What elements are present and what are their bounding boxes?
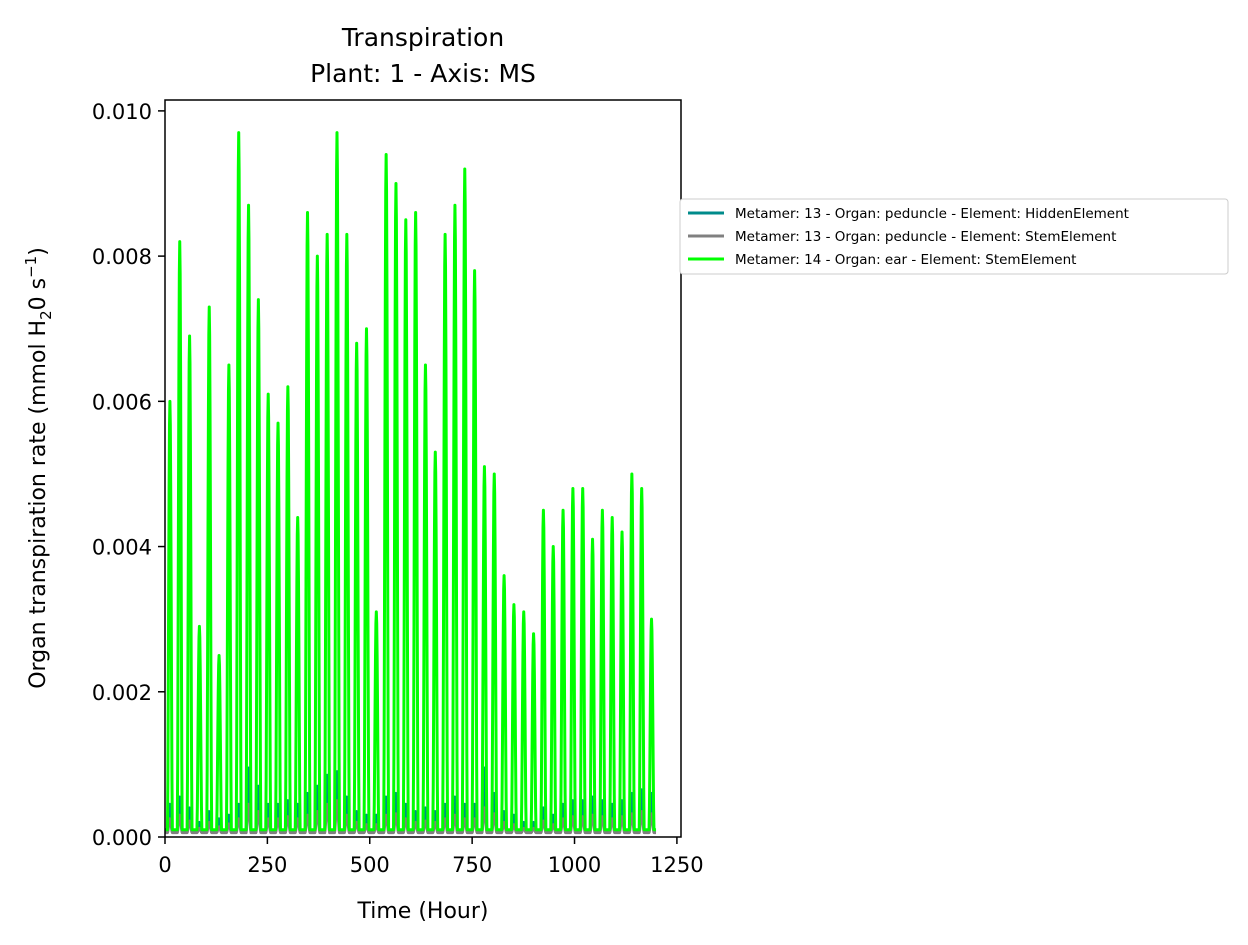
x-tick-label: 1000 [548, 853, 601, 877]
x-axis: 0 250 500 750 1000 1250 [158, 837, 704, 877]
y-axis-label-end: ) [26, 247, 51, 256]
x-tick-label: 750 [452, 853, 492, 877]
y-tick-label: 0.000 [92, 826, 152, 850]
series-line-3 [163, 131, 658, 832]
x-tick-label: 250 [247, 853, 287, 877]
chart-subtitle: Plant: 1 - Axis: MS [310, 59, 536, 88]
legend: Metamer: 13 - Organ: peduncle - Element:… [679, 198, 1229, 275]
plot-frame [164, 99, 682, 838]
y-tick-label: 0.008 [92, 245, 152, 269]
legend-label: Metamer: 14 - Organ: ear - Element: Stem… [735, 252, 1076, 268]
y-axis-label-mid: 0 s [26, 278, 51, 310]
x-tick-label: 1250 [650, 853, 703, 877]
legend-label: Metamer: 13 - Organ: peduncle - Element:… [735, 206, 1129, 222]
y-tick-label: 0.010 [92, 100, 152, 124]
x-tick-label: 0 [158, 853, 171, 877]
y-axis-label-subscript: 2 [37, 310, 55, 320]
plot-series-group [163, 131, 658, 835]
chart-title: Transpiration [341, 23, 504, 52]
x-tick-label: 500 [350, 853, 390, 877]
y-tick-label: 0.006 [92, 390, 152, 414]
legend-label: Metamer: 13 - Organ: peduncle - Element:… [735, 229, 1116, 245]
legend-frame [679, 198, 1229, 275]
y-axis-label-superscript: −1 [22, 256, 40, 278]
y-axis: 0.000 0.002 0.004 0.006 0.008 0.010 [92, 100, 165, 850]
y-axis-label: Organ transpiration rate (mmol H20 s−1) [22, 247, 55, 689]
y-tick-label: 0.004 [92, 536, 152, 560]
y-axis-label-main: Organ transpiration rate (mmol H [26, 320, 51, 689]
x-axis-label: Time (Hour) [357, 899, 489, 924]
y-tick-label: 0.002 [92, 681, 152, 705]
